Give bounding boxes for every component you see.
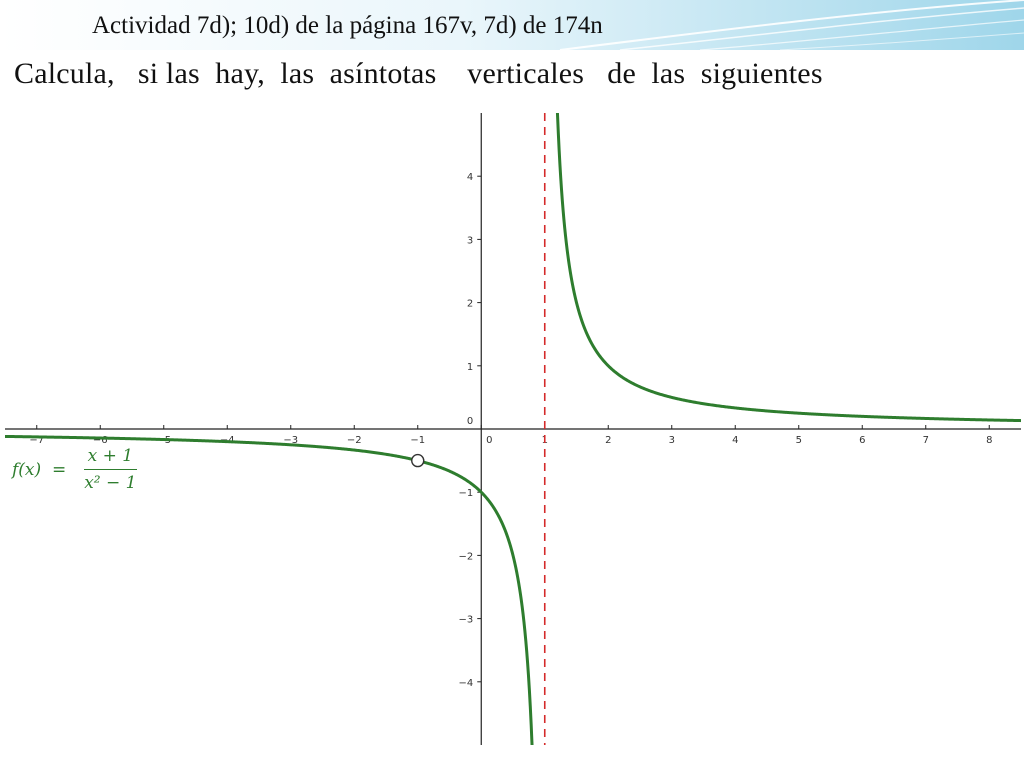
x-tick-label: 4 <box>732 435 738 446</box>
y-tick-label: 0 <box>467 416 473 427</box>
formula-fraction: x + 1 x² − 1 <box>80 446 140 493</box>
x-tick-label: −2 <box>347 435 362 446</box>
curve-right-branch <box>555 113 1021 423</box>
formula-lhs: f(x) = <box>12 459 67 480</box>
x-tick-label: 3 <box>669 435 675 446</box>
x-tick-label: −1 <box>410 435 425 446</box>
x-tick-label: −3 <box>283 435 298 446</box>
y-tick-label: −2 <box>459 551 474 562</box>
x-tick-label: −7 <box>29 435 44 446</box>
y-tick-label: 3 <box>467 235 473 246</box>
y-tick-label: −4 <box>459 678 474 689</box>
x-tick-label: 8 <box>986 435 992 446</box>
x-tick-label: 6 <box>859 435 865 446</box>
curve-left-branch <box>5 434 534 745</box>
y-tick-label: −3 <box>459 615 474 626</box>
formula-numerator: x + 1 <box>83 446 138 470</box>
function-formula: f(x) = x + 1 x² − 1 <box>12 446 140 493</box>
formula-denominator: x² − 1 <box>84 473 137 493</box>
y-tick-label: 4 <box>467 172 473 183</box>
hole-point <box>411 453 425 468</box>
slide-subtitle: Calcula, si las hay, las asíntotas verti… <box>14 57 823 90</box>
x-tick-label: 0 <box>486 435 492 446</box>
x-tick-label: 2 <box>605 435 611 446</box>
y-tick-label: 1 <box>467 362 473 373</box>
y-tick-label: 2 <box>467 299 473 310</box>
x-tick-label: 7 <box>923 435 929 446</box>
y-tick-label: −1 <box>459 488 474 499</box>
x-tick-label: 5 <box>796 435 802 446</box>
x-tick-label: −6 <box>93 435 108 446</box>
slide-title: Actividad 7d); 10d) de la página 167v, 7… <box>92 12 603 39</box>
